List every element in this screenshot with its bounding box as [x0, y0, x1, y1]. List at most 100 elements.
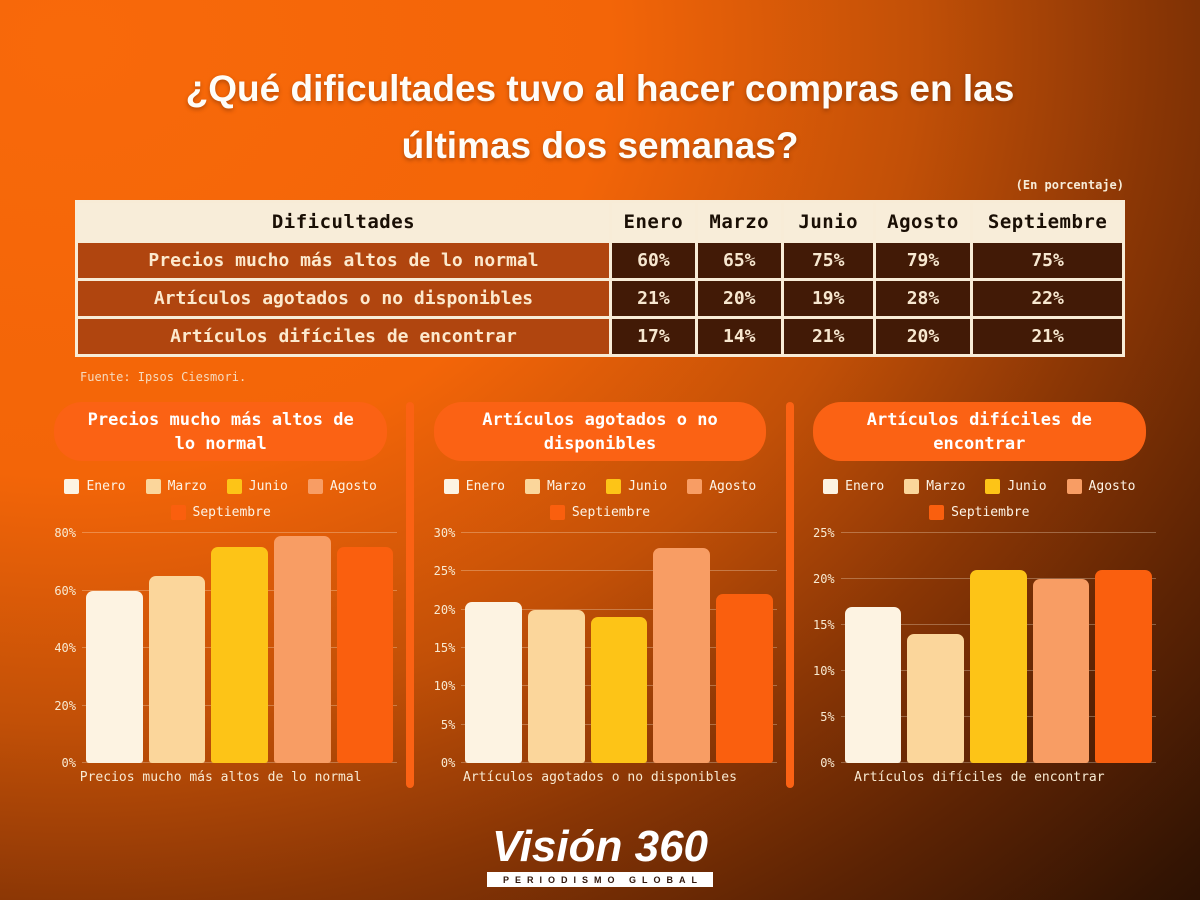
legend-label: Marzo [926, 478, 966, 494]
legend-label: Junio [628, 478, 668, 494]
legend-item-agosto: Agosto [687, 478, 756, 494]
legend-row: Enero Marzo Junio Agosto [38, 473, 403, 499]
chart-title-pill: Artículos difíciles de encontrar [813, 402, 1146, 461]
pill-line1: Precios mucho más altos de [87, 410, 354, 430]
legend-label: Septiembre [192, 504, 271, 520]
legend-row: Septiembre [38, 499, 403, 525]
legend-item-junio: Junio [606, 478, 668, 494]
table-row: Precios mucho más altos de lo normal 60% 6… [75, 240, 1125, 281]
legend-swatch-icon [145, 478, 161, 494]
chart-x-label: Artículos agotados o no disponibles [463, 770, 737, 785]
bar-agosto [653, 548, 711, 763]
unit-note: (En porcentaje) [1015, 178, 1124, 192]
difficulty-value: 60% [608, 240, 698, 281]
bar-enero [844, 606, 902, 763]
bar-enero [86, 590, 143, 763]
y-axis-tick: 30% [433, 526, 456, 540]
gridline [461, 570, 777, 572]
difficulty-value: 21% [608, 278, 698, 319]
difficulty-value: 75% [780, 240, 876, 281]
legend-row: Enero Marzo Junio Agosto [797, 473, 1162, 499]
y-axis-tick: 5% [820, 710, 835, 724]
table-header-marzo: Marzo [694, 200, 784, 243]
y-axis-tick: 0% [61, 756, 76, 770]
bar-plot [840, 532, 1156, 763]
difficulties-table: Dificultades Enero Marzo Junio Agosto Septiem… [75, 200, 1125, 357]
bars-group [844, 533, 1153, 763]
bar-junio [211, 547, 269, 763]
legend-swatch-icon [226, 478, 242, 494]
chart-x-label: Precios mucho más altos de lo normal [79, 770, 362, 785]
legend-label: Enero [86, 478, 126, 494]
legend-swatch-icon [823, 478, 839, 494]
pill-line2: lo normal [174, 434, 267, 454]
legend-row: Septiembre [797, 499, 1162, 525]
difficulty-value: 65% [694, 240, 784, 281]
legend-swatch-icon [687, 478, 703, 494]
legend-swatch-icon [524, 478, 540, 494]
y-axis-tick: 0% [440, 756, 456, 770]
legend-label: Enero [465, 478, 505, 494]
table-header-junio: Junio [780, 200, 876, 243]
y-axis-tick: 15% [812, 618, 835, 632]
chart-panel-articulos-dificiles: Artículos difíciles de encontrar Enero Mar… [797, 402, 1162, 788]
difficulty-value: 14% [694, 316, 784, 357]
y-axis-tick: 15% [433, 641, 456, 655]
legend-swatch-icon [985, 478, 1001, 494]
plot-area: 0% 20% 40% 60% 80% [38, 527, 403, 769]
bar-marzo [148, 576, 206, 763]
table-header-enero: Enero [608, 200, 698, 243]
chart-title-pill: Artículos agotados o no disponibles [433, 402, 767, 461]
chart-panel-articulos-agotados: Artículos agotados o no disponibles Enero… [417, 402, 782, 788]
pill-line1: Artículos difíciles de [866, 410, 1092, 430]
y-axis-tick: 80% [54, 526, 76, 540]
legend-label: Septiembre [571, 504, 651, 520]
plot-area: 0% 5% 10% 15% 20% 25% [797, 527, 1162, 769]
difficulty-value: 20% [694, 278, 784, 319]
difficulty-label: Precios mucho más altos de lo normal [75, 240, 612, 281]
bar-agosto [274, 535, 331, 763]
table-row: Artículos agotados o no disponibles 21% 20… [75, 278, 1125, 319]
difficulty-value: 22% [970, 278, 1125, 319]
difficulty-value: 19% [780, 278, 876, 319]
difficulty-label: Artículos agotados o no disponibles [75, 278, 612, 319]
bar-plot [461, 532, 777, 763]
y-axis-tick: 20% [54, 698, 76, 713]
y-axis-tick: 25% [812, 526, 835, 540]
page-title: ¿Qué dificultades tuvo al hacer compras … [60, 60, 1140, 174]
legend-item-marzo: Marzo [524, 478, 586, 494]
logo-name: Visión 360 [491, 822, 709, 871]
y-axis-tick: 0% [820, 756, 835, 770]
table-header-agosto: Agosto [872, 200, 974, 243]
legend-item-septiembre: Septiembre [549, 504, 651, 520]
difficulty-value: 75% [970, 240, 1125, 281]
legend-swatch-icon [606, 478, 622, 494]
bar-agosto [1032, 579, 1090, 763]
gridline [461, 532, 777, 533]
bar-marzo [907, 634, 964, 763]
difficulty-value: 28% [872, 278, 974, 319]
y-axis: 0% 5% 10% 15% 20% 25% 30% [417, 527, 461, 769]
legend-row: Enero Marzo Junio Agosto [417, 473, 782, 499]
pill-line2: encontrar [933, 434, 1026, 454]
difficulties-table-wrap: Dificultades Enero Marzo Junio Agosto Septiem… [75, 200, 1125, 357]
y-axis-tick: 20% [433, 602, 456, 617]
vision360-logo: Visión 360 PERIODISMO GLOBAL [0, 824, 1200, 888]
bar-septiembre [716, 594, 773, 763]
y-axis: 0% 20% 40% 60% 80% [38, 527, 82, 769]
legend-swatch-icon [443, 478, 459, 494]
gridline [82, 532, 398, 533]
legend-item-enero: Enero [443, 478, 505, 494]
bars-group [465, 533, 773, 763]
y-axis-tick: 20% [812, 572, 835, 586]
legend-label: Agosto [329, 478, 377, 494]
legend-label: Junio [248, 478, 288, 494]
gridline [840, 532, 1156, 533]
legend-label: Agosto [1088, 478, 1136, 494]
legend-label: Junio [1007, 478, 1047, 494]
difficulty-value: 21% [970, 316, 1125, 357]
legend-label: Septiembre [951, 504, 1030, 520]
legend-item-agosto: Agosto [307, 478, 377, 494]
vertical-divider [785, 402, 794, 788]
